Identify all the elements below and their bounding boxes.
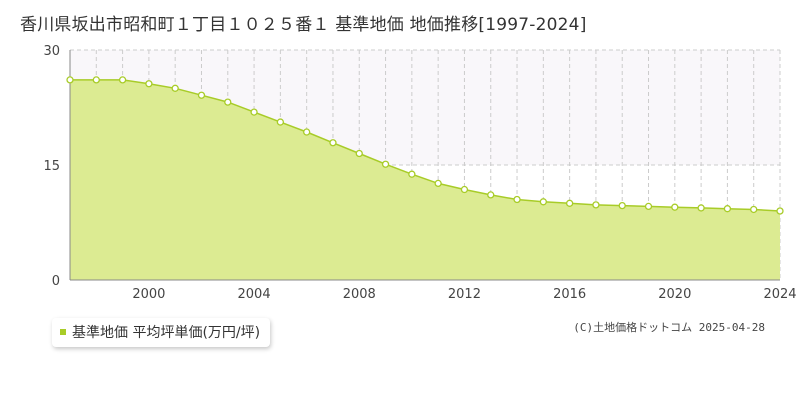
- data-point: [539, 198, 547, 206]
- data-point: [644, 202, 653, 211]
- data-point: [750, 205, 758, 214]
- data-point: [592, 201, 600, 209]
- data-point: [92, 76, 100, 84]
- data-point: [303, 128, 311, 136]
- data-point: [460, 185, 469, 194]
- legend-label: 基準地価 平均坪単価(万円/坪): [72, 325, 261, 341]
- data-point: [171, 84, 179, 92]
- series-area: [70, 79, 780, 281]
- data-point: [697, 204, 705, 212]
- data-point: [250, 108, 258, 116]
- y-tick-label: 0: [52, 274, 60, 289]
- data-point: [513, 195, 521, 204]
- data-point: [355, 149, 363, 158]
- data-point: [66, 76, 74, 84]
- data-point: [197, 91, 206, 99]
- data-point: [381, 160, 390, 168]
- x-tick-label: 2016: [553, 287, 586, 302]
- data-point: [276, 118, 285, 126]
- copyright-text: (C)土地価格ドットコム 2025-04-28: [573, 321, 765, 334]
- chart-title: 香川県坂出市昭和町１丁目１０２５番１ 基準地価 地価推移[1997-2024]: [20, 15, 587, 35]
- x-tick-label: 2008: [343, 287, 376, 302]
- legend: 基準地価 平均坪単価(万円/坪): [52, 318, 271, 347]
- data-point: [434, 179, 442, 188]
- data-point: [408, 170, 416, 178]
- data-point: [487, 191, 495, 199]
- x-tick-label: 2004: [238, 287, 271, 302]
- series-line: [70, 79, 781, 212]
- data-point: [145, 80, 153, 88]
- data-point: [618, 201, 626, 210]
- x-tick-label: 2012: [448, 287, 481, 302]
- data-point: [671, 203, 679, 211]
- data-point: [723, 205, 732, 213]
- data-point: [329, 139, 337, 147]
- x-tick-label: 2000: [132, 287, 165, 302]
- data-point: [118, 76, 127, 84]
- y-tick-label: 15: [43, 159, 60, 174]
- data-point: [224, 98, 232, 106]
- data-point: [776, 207, 784, 215]
- x-tick-label: 2024: [763, 287, 796, 302]
- legend-swatch: [60, 329, 66, 335]
- y-tick-label: 30: [43, 44, 60, 59]
- data-point: [565, 199, 574, 207]
- x-tick-label: 2020: [658, 287, 691, 302]
